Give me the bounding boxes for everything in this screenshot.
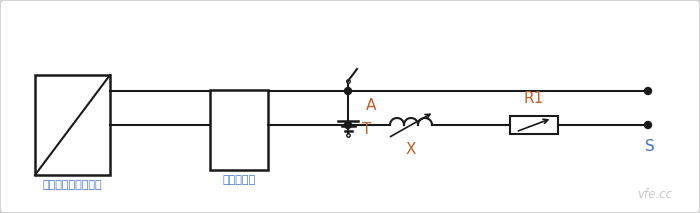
- Text: vfe.cc: vfe.cc: [637, 188, 672, 201]
- Text: S: S: [645, 139, 655, 154]
- Bar: [510, 116, 558, 134]
- Text: 被试逆变器: 被试逆变器: [223, 175, 256, 185]
- Circle shape: [344, 121, 351, 128]
- Circle shape: [645, 121, 652, 128]
- Bar: [35, 75, 110, 175]
- Circle shape: [344, 88, 351, 95]
- Text: A: A: [366, 98, 377, 114]
- Circle shape: [645, 88, 652, 95]
- Text: X: X: [406, 142, 416, 157]
- Text: 太阳能光伏模拟电源: 太阳能光伏模拟电源: [43, 180, 102, 190]
- Bar: [210, 90, 268, 170]
- Text: R1: R1: [524, 91, 544, 106]
- Text: T: T: [362, 121, 372, 137]
